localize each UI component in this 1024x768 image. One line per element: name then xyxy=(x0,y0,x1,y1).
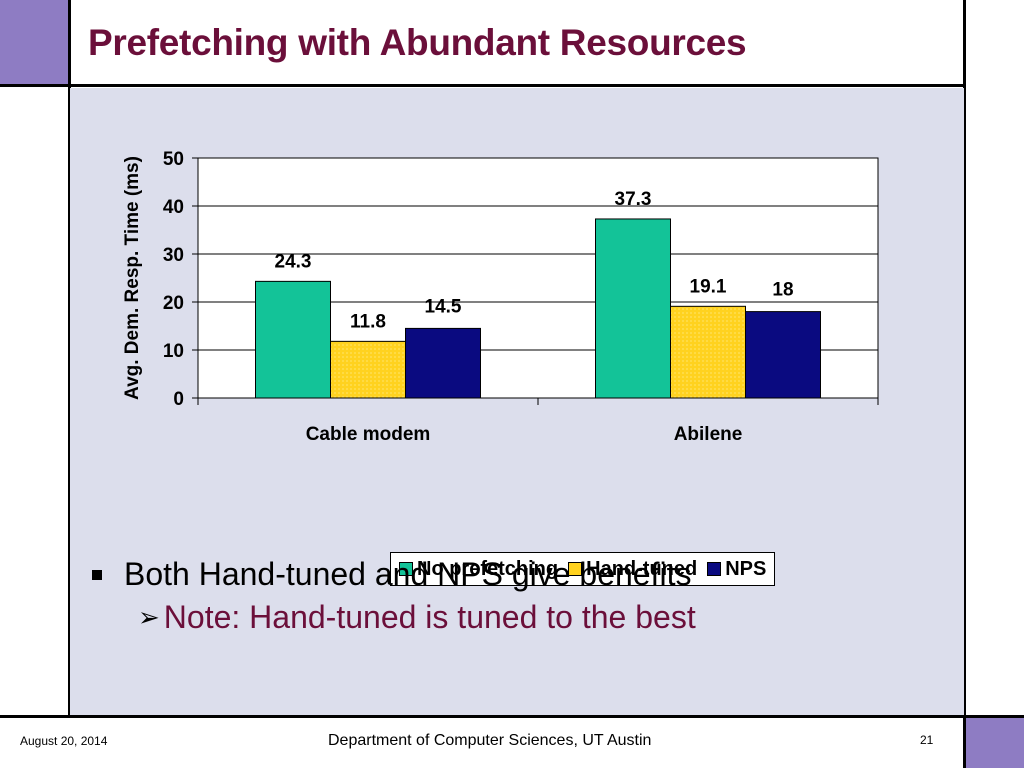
footer-date: August 20, 2014 xyxy=(20,734,108,748)
bullet-item: Both Hand-tuned and NPS give benefits xyxy=(92,556,696,593)
data-label: 14.5 xyxy=(425,296,462,317)
legend-swatch-hand-tuned xyxy=(568,562,583,576)
x-category-label: Cable modem xyxy=(306,424,431,445)
right-divider xyxy=(963,0,966,768)
x-category-label: Abilene xyxy=(674,424,743,445)
slide-number: 21 xyxy=(920,733,934,747)
content-panel: 0 10 20 30 40 50 Avg. Dem. Resp. Time (ms) 24.3… xyxy=(70,88,964,715)
bar-chart: 0 10 20 30 40 50 Avg. Dem. Resp. Time (ms) 24.3… xyxy=(122,149,879,445)
bar xyxy=(405,327,481,399)
legend-label-nps: NPS xyxy=(725,557,767,580)
sub-bullet-text: Note: Hand-tuned is tuned to the best xyxy=(163,599,696,635)
y-tick-label: 20 xyxy=(163,293,184,314)
legend-label-no-prefetching: No prefetching xyxy=(417,557,559,580)
slide-title: Prefetching with Abundant Resources xyxy=(88,22,747,63)
arrow-bullet-icon: ➢ xyxy=(138,602,160,632)
bar xyxy=(595,218,671,399)
data-label: 19.1 xyxy=(690,276,727,297)
chart-legend: No prefetching Hand-tuned NPS xyxy=(390,552,776,586)
data-label: 11.8 xyxy=(350,311,386,332)
bar xyxy=(745,311,821,399)
y-tick-label: 50 xyxy=(163,149,184,170)
legend-item-hand-tuned: Hand-tuned xyxy=(568,558,697,581)
legend-swatch-no-prefetching xyxy=(399,562,413,576)
bar xyxy=(670,305,746,399)
corner-accent-top-left xyxy=(0,0,68,85)
title-divider xyxy=(0,84,966,87)
bullet-list: Both Hand-tuned and NPS give benefits ➢ … xyxy=(92,556,696,636)
bullet-text: Both Hand-tuned and NPS give benefits xyxy=(124,556,692,592)
legend-item-no-prefetching: No prefetching xyxy=(399,558,558,581)
left-divider xyxy=(68,0,71,717)
legend-label-hand-tuned: Hand-tuned xyxy=(586,557,698,580)
y-tick-label: 0 xyxy=(173,389,184,410)
y-tick-label: 30 xyxy=(163,245,184,266)
y-tick-label: 40 xyxy=(163,197,184,218)
y-axis-label: Avg. Dem. Resp. Time (ms) xyxy=(122,156,143,400)
data-label: 24.3 xyxy=(275,251,312,272)
bar xyxy=(255,280,331,399)
legend-swatch-nps xyxy=(707,562,722,576)
data-label: 37.3 xyxy=(615,189,652,210)
footer-divider xyxy=(0,715,1024,718)
sub-bullet-item: ➢ Note: Hand-tuned is tuned to the best xyxy=(138,599,696,636)
bar xyxy=(330,340,406,399)
y-tick-label: 10 xyxy=(163,341,184,362)
corner-accent-bottom-right xyxy=(966,717,1024,768)
data-label: 18 xyxy=(772,280,793,301)
square-bullet-icon xyxy=(92,569,102,580)
footer-department: Department of Computer Sciences, UT Aust… xyxy=(328,732,652,749)
legend-item-nps: NPS xyxy=(707,558,766,581)
